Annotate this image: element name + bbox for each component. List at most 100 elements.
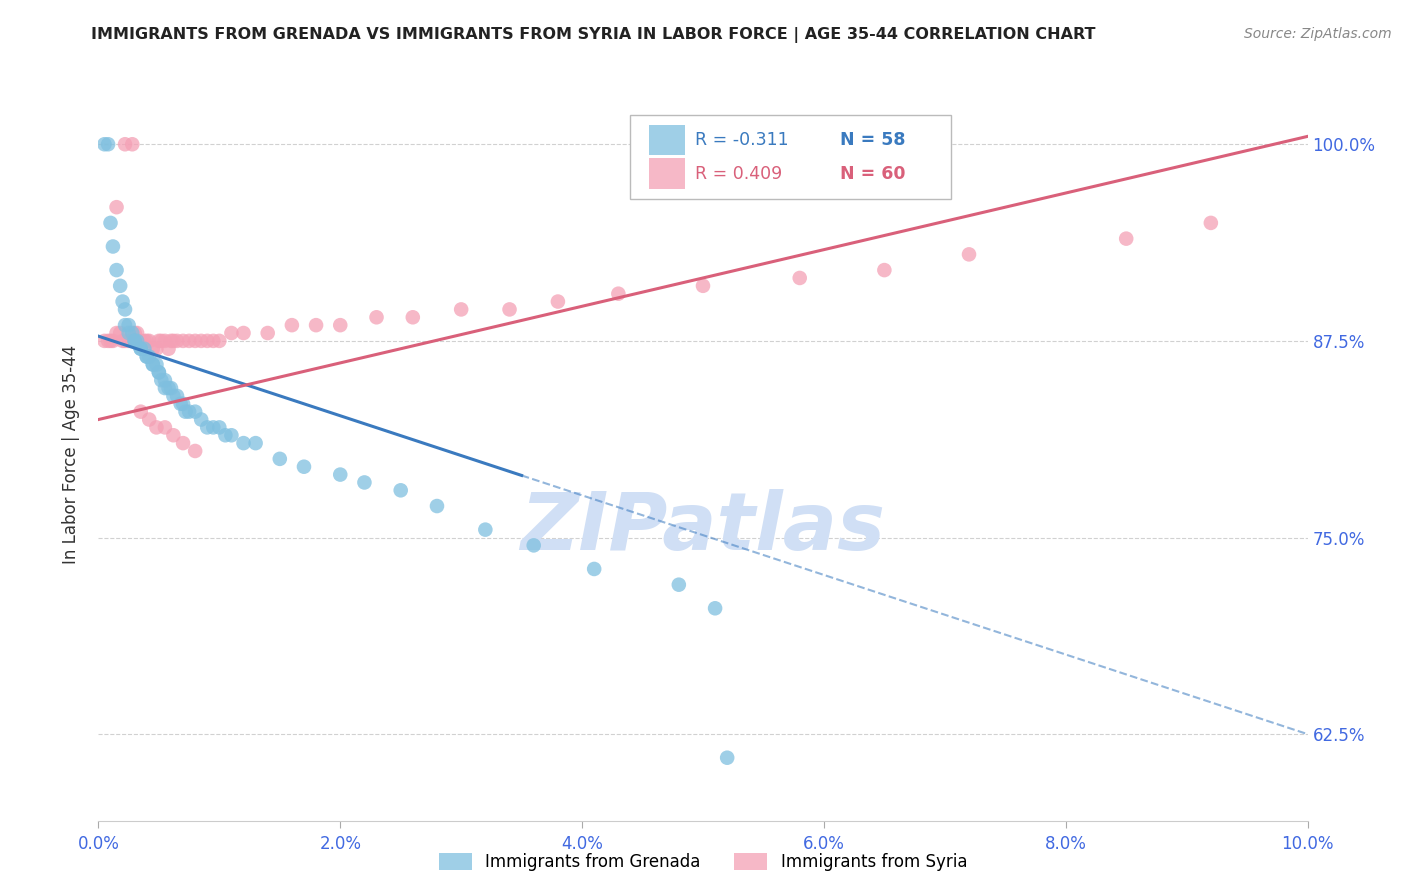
Point (172, 397, 194, 411)
Point (402, 310, 425, 325)
Point (134, 334, 156, 348)
Point (124, 326, 146, 340)
Point (208, 420, 231, 434)
Point (114, 137, 136, 152)
Point (1115, 232, 1137, 246)
Point (153, 334, 176, 348)
Point (121, 137, 143, 152)
Point (93, 334, 115, 348)
Point (135, 334, 157, 348)
Point (704, 601, 727, 615)
Point (184, 405, 207, 419)
Point (179, 334, 201, 348)
Point (127, 334, 149, 348)
Point (150, 373, 173, 387)
Legend: Immigrants from Grenada, Immigrants from Syria: Immigrants from Grenada, Immigrants from… (430, 845, 976, 880)
Point (184, 334, 207, 348)
Point (121, 334, 143, 348)
Point (789, 271, 811, 285)
Point (129, 405, 152, 419)
Point (957, 247, 980, 261)
Point (111, 294, 134, 309)
Point (114, 318, 136, 333)
Point (174, 405, 197, 419)
Point (142, 342, 165, 356)
Point (114, 334, 136, 348)
Point (269, 451, 291, 466)
Point (474, 523, 496, 537)
Point (129, 334, 152, 348)
Point (221, 428, 243, 442)
Point (148, 334, 170, 348)
Y-axis label: In Labor Force | Age 35-44: In Labor Force | Age 35-44 (62, 345, 80, 565)
Point (873, 263, 896, 277)
Point (97, 334, 120, 348)
Point (202, 420, 225, 434)
Text: R = 0.409: R = 0.409 (695, 165, 782, 183)
Point (523, 538, 546, 552)
Point (153, 420, 176, 434)
Point (166, 389, 188, 403)
Point (118, 326, 141, 340)
Point (157, 381, 180, 395)
Text: N = 58: N = 58 (839, 131, 905, 149)
Point (105, 326, 128, 340)
Point (124, 334, 146, 348)
Point (97, 137, 120, 152)
Point (127, 326, 149, 340)
Point (366, 310, 388, 325)
Point (118, 334, 141, 348)
Text: IMMIGRANTS FROM GRENADA VS IMMIGRANTS FROM SYRIA IN LABOR FORCE | AGE 35-44 CORR: IMMIGRANTS FROM GRENADA VS IMMIGRANTS FR… (91, 27, 1095, 43)
Point (138, 350, 160, 364)
Point (129, 342, 152, 356)
Point (142, 358, 165, 372)
Point (389, 483, 412, 498)
Point (169, 397, 191, 411)
Point (166, 334, 188, 348)
Point (162, 428, 184, 442)
Point (160, 334, 183, 348)
FancyBboxPatch shape (648, 125, 685, 155)
Point (305, 318, 328, 333)
Point (142, 358, 165, 372)
Point (329, 318, 352, 333)
Point (426, 499, 449, 513)
Point (202, 334, 225, 348)
Point (108, 326, 131, 340)
Point (108, 278, 131, 293)
Point (101, 239, 124, 253)
Point (100, 216, 122, 230)
Point (134, 342, 156, 356)
Point (329, 467, 352, 482)
Point (1199, 216, 1222, 230)
Point (100, 334, 122, 348)
Point (105, 200, 128, 214)
Point (221, 326, 243, 340)
Point (172, 334, 194, 348)
Point (160, 381, 183, 395)
Point (145, 420, 167, 434)
Point (716, 750, 738, 764)
Point (232, 436, 254, 450)
Point (190, 412, 212, 426)
Point (256, 326, 278, 340)
Point (583, 562, 606, 576)
Point (179, 405, 201, 419)
Point (148, 365, 170, 379)
Point (93, 137, 115, 152)
Point (111, 334, 134, 348)
Point (214, 428, 236, 442)
Point (153, 373, 176, 387)
Point (124, 334, 146, 348)
Point (195, 420, 218, 434)
Point (145, 342, 167, 356)
Text: ZIPatlas: ZIPatlas (520, 489, 886, 567)
Point (150, 334, 173, 348)
Point (138, 412, 160, 426)
Point (184, 444, 207, 458)
Point (245, 436, 267, 450)
Point (195, 334, 218, 348)
Point (692, 278, 714, 293)
Point (547, 294, 569, 309)
Point (145, 358, 167, 372)
